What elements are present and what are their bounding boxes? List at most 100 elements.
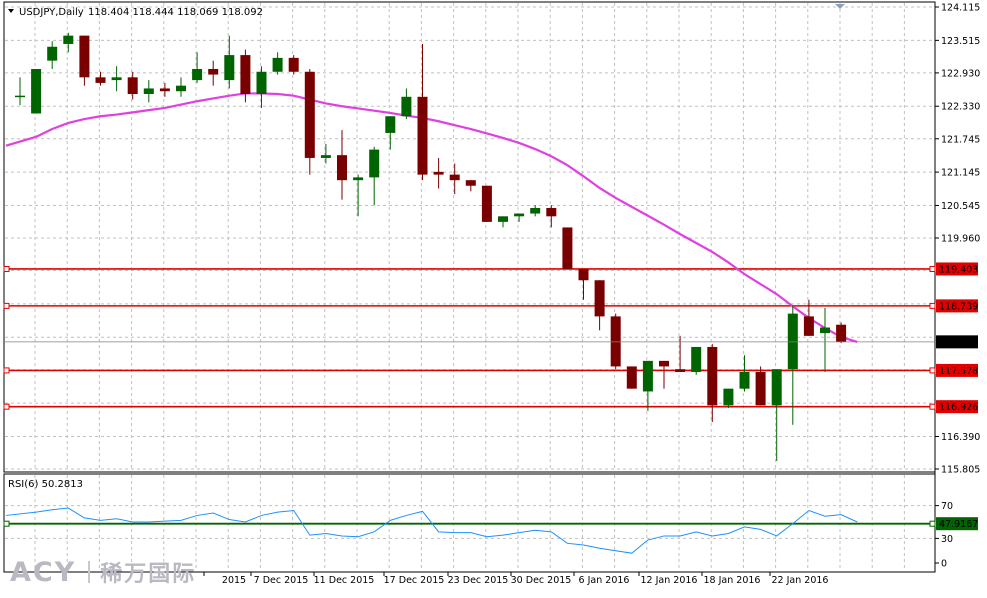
price-label-text: 119.403 [939,264,978,275]
price-tick-label: 120.545 [941,201,980,212]
candle-body [95,77,106,83]
menu-triangle-icon[interactable] [8,9,14,13]
candle [787,305,798,425]
candle-body [272,57,283,72]
candle-body [546,207,557,217]
level-handle-right [929,302,936,309]
candle-body [578,269,589,281]
candle [15,77,25,106]
shift-marker-icon[interactable] [835,4,845,9]
rsi-level-box-text: 47.9167 [939,519,978,530]
candle [353,174,364,217]
rsi-label: RSI(6) 50.2813 [8,479,83,490]
candle [465,180,476,192]
price-label-box [936,363,978,377]
candle-body [224,55,235,81]
candle [159,82,170,97]
candle-body [465,180,476,186]
candle [256,66,267,108]
rsi-tick-label: 70 [941,501,953,512]
candle-body [803,316,814,336]
candle-body [820,327,830,334]
date-tick-label: 23 Dec 2015 [448,575,509,586]
candle-body [176,85,186,92]
candle [304,68,315,175]
level-handle-left [3,403,10,410]
price-tick-label: 119.960 [941,234,980,245]
logo: ACY 稀万国际 [10,556,196,588]
candle [755,366,766,406]
candle-body [755,371,766,406]
candle [127,71,138,100]
symbol-label: USDJPY,Daily [19,7,84,18]
candle-body [498,216,508,222]
candle-body [449,174,460,181]
logo-chinese: 稀万国际 [100,562,197,587]
candle [208,60,219,86]
price-label-text: 116.926 [939,402,978,413]
candle [240,49,251,103]
candle-body [31,68,42,114]
candle-body [562,227,573,270]
candle-body [320,155,331,158]
candle-body [771,369,782,406]
ohlc-label: 118.404 118.444 118.069 118.092 [88,7,263,18]
candle-body [787,313,798,370]
candle [659,360,669,389]
price-tick-label: 121.745 [941,134,980,145]
price-tick-label: 122.330 [941,102,980,113]
candle-body [369,149,380,178]
candle-body [723,388,734,406]
level-handle-left [3,302,10,309]
date-tick-label: 18 Jan 2016 [704,575,761,586]
candle-body [626,366,637,389]
candle-body [208,68,219,75]
candle-body [433,171,444,175]
price-label-box [936,400,978,414]
candle [47,41,58,69]
candle-body [530,207,541,214]
candle-body [127,77,138,95]
candle [562,227,573,270]
date-tick-label: 12 Jan 2016 [641,575,698,586]
candle [514,213,525,222]
date-tick-label: 30 Dec 2015 [511,575,572,586]
candle [401,88,412,120]
candle [691,346,702,375]
level-handle-right [929,403,936,410]
rsi-tick-label: 0 [941,559,947,570]
rsi-level-box [936,517,978,531]
candle-body [304,71,315,158]
candles [5,32,934,461]
candle-body [353,177,364,181]
candle [369,146,380,206]
price-tick-label: 122.930 [941,68,980,79]
candle [626,366,637,389]
rsi-series [3,507,936,554]
candle-body [256,71,267,95]
candle-body [594,280,605,317]
candle-body [836,324,847,342]
candle [417,43,428,181]
candle-body [79,35,90,78]
price-label-box [936,335,978,349]
logo-brand: ACY [10,556,77,588]
price-axis: 124.115 123.515 122.930 122.330 121.745 121.1… [935,3,980,570]
candle-body [707,346,718,406]
candle [739,355,750,392]
candle [836,322,847,344]
candle [95,71,106,86]
candle [79,35,90,86]
price-label-text: 118.092 [939,337,978,348]
date-tick-label: 22 Jan 2016 [772,575,829,586]
date-tick-label: 11 Dec 2015 [314,575,375,586]
candle [642,360,653,411]
candle [820,308,830,372]
logo-separator [88,561,91,583]
candle [320,144,331,164]
candle [481,185,492,222]
rsi-level-handle-left [3,520,10,527]
candle [578,269,589,300]
